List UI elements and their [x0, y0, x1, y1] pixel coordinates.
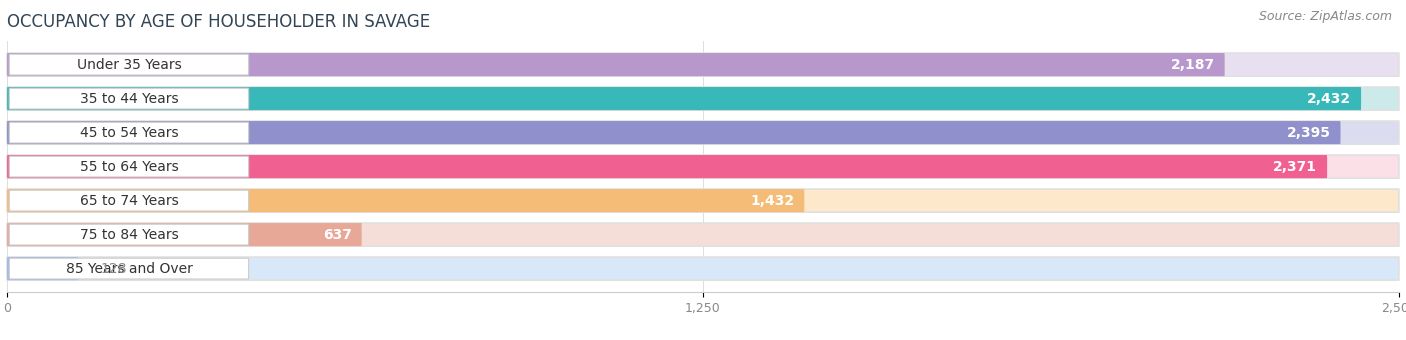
- Text: 128: 128: [101, 261, 127, 276]
- FancyBboxPatch shape: [10, 122, 249, 143]
- FancyBboxPatch shape: [7, 121, 1399, 144]
- Text: 65 to 74 Years: 65 to 74 Years: [80, 193, 179, 208]
- Text: 2,395: 2,395: [1286, 125, 1330, 140]
- Text: OCCUPANCY BY AGE OF HOUSEHOLDER IN SAVAGE: OCCUPANCY BY AGE OF HOUSEHOLDER IN SAVAG…: [7, 13, 430, 31]
- FancyBboxPatch shape: [10, 224, 249, 245]
- Text: 637: 637: [323, 227, 352, 242]
- FancyBboxPatch shape: [7, 121, 1340, 144]
- Text: 85 Years and Over: 85 Years and Over: [66, 261, 193, 276]
- FancyBboxPatch shape: [7, 87, 1399, 110]
- Text: Source: ZipAtlas.com: Source: ZipAtlas.com: [1258, 10, 1392, 23]
- FancyBboxPatch shape: [7, 155, 1399, 178]
- FancyBboxPatch shape: [7, 53, 1225, 76]
- FancyBboxPatch shape: [10, 258, 249, 279]
- FancyBboxPatch shape: [7, 257, 79, 280]
- FancyBboxPatch shape: [10, 156, 249, 177]
- FancyBboxPatch shape: [7, 223, 1399, 246]
- Text: 55 to 64 Years: 55 to 64 Years: [80, 159, 179, 174]
- FancyBboxPatch shape: [7, 87, 1361, 110]
- Text: 2,187: 2,187: [1171, 57, 1215, 72]
- FancyBboxPatch shape: [10, 190, 249, 211]
- FancyBboxPatch shape: [7, 53, 1399, 76]
- Text: 75 to 84 Years: 75 to 84 Years: [80, 227, 179, 242]
- Text: 1,432: 1,432: [751, 193, 794, 208]
- FancyBboxPatch shape: [10, 54, 249, 75]
- FancyBboxPatch shape: [7, 189, 1399, 212]
- FancyBboxPatch shape: [10, 88, 249, 109]
- Text: 2,371: 2,371: [1272, 159, 1317, 174]
- FancyBboxPatch shape: [7, 155, 1327, 178]
- FancyBboxPatch shape: [7, 223, 361, 246]
- Text: Under 35 Years: Under 35 Years: [76, 57, 181, 72]
- Text: 45 to 54 Years: 45 to 54 Years: [80, 125, 179, 140]
- Text: 2,432: 2,432: [1308, 91, 1351, 106]
- FancyBboxPatch shape: [7, 189, 804, 212]
- FancyBboxPatch shape: [7, 257, 1399, 280]
- Text: 35 to 44 Years: 35 to 44 Years: [80, 91, 179, 106]
